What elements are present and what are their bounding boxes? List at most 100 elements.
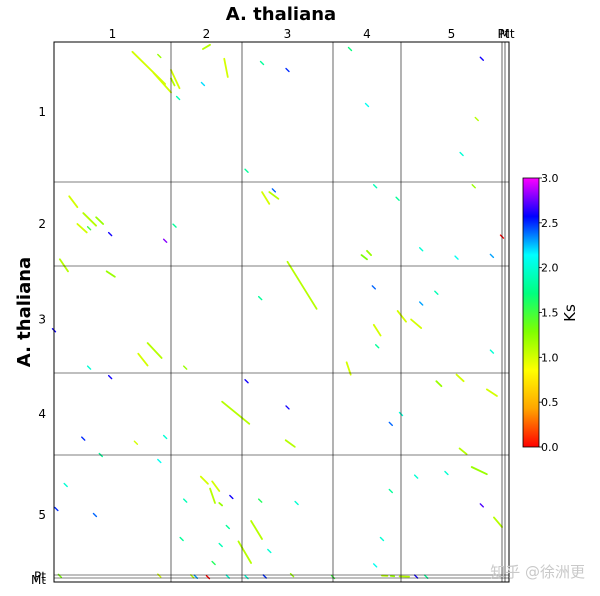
synteny-point <box>162 434 168 440</box>
synteny-point <box>471 183 476 189</box>
synteny-point <box>258 498 263 503</box>
colorbar-tick-label: 1.5 <box>541 307 559 320</box>
synteny-point <box>294 500 299 506</box>
synteny-point <box>190 574 195 579</box>
synteny-point <box>285 67 290 73</box>
synteny-segment <box>268 191 280 200</box>
synteny-point <box>258 295 263 301</box>
synteny-point <box>375 344 380 349</box>
synteny-point <box>459 151 464 157</box>
synteny-point <box>107 231 113 237</box>
synteny-point <box>413 474 419 479</box>
synteny-point <box>54 506 59 512</box>
synteny-point <box>92 512 98 518</box>
synteny-point <box>489 349 495 354</box>
synteny-point <box>157 53 162 59</box>
synteny-point <box>419 301 424 306</box>
synteny-segment <box>396 310 407 323</box>
synteny-point <box>157 573 162 578</box>
colorbar-label: Ks <box>561 304 579 322</box>
synteny-point <box>489 253 495 259</box>
synteny-segments <box>58 43 503 578</box>
synteny-segment <box>209 487 216 504</box>
synteny-point <box>347 46 353 52</box>
synteny-point <box>81 436 86 441</box>
x-tick-label: 1 <box>109 27 117 41</box>
synteny-point <box>262 574 267 579</box>
chromosome-grid <box>54 42 509 582</box>
x-tick-label: 5 <box>448 27 456 41</box>
synteny-point <box>244 168 249 174</box>
synteny-point <box>259 60 265 66</box>
synteny-segment <box>58 258 69 273</box>
synteny-point <box>285 405 290 410</box>
y-tick-label: 3 <box>38 313 46 327</box>
synteny-point <box>271 188 277 193</box>
synteny-segment <box>223 57 229 78</box>
x-tick-label: Pt <box>498 27 510 41</box>
synteny-segment <box>199 475 209 485</box>
synteny-point <box>225 524 231 530</box>
chart-title: A. thaliana <box>226 4 336 25</box>
x-tick-label: 4 <box>363 27 371 41</box>
synteny-point <box>200 81 206 87</box>
synteny-point <box>157 458 162 464</box>
colorbar-tick-label: 2.0 <box>541 262 559 275</box>
synteny-point <box>133 440 139 445</box>
synteny-segment <box>455 373 465 383</box>
synteny-point <box>267 548 272 554</box>
synteny-segment <box>284 439 296 448</box>
plot-frame <box>53 41 510 583</box>
synteny-segment <box>410 318 423 329</box>
synteny-segment <box>95 216 105 225</box>
synteny-point <box>388 488 393 494</box>
synteny-point <box>372 563 378 568</box>
synteny-segment <box>261 191 271 205</box>
synteny-segment <box>345 361 352 376</box>
synteny-segment <box>202 43 211 50</box>
synteny-point <box>413 574 419 579</box>
y-tick-label: 5 <box>38 508 46 522</box>
x-tick-label: 2 <box>203 27 211 41</box>
synteny-point <box>179 536 184 542</box>
x-tick-label: Mt <box>499 27 514 41</box>
synteny-point <box>444 470 449 476</box>
synteny-segment <box>458 447 468 456</box>
synteny-segment <box>68 195 79 209</box>
synteny-point <box>211 560 216 566</box>
y-tick-label: 4 <box>38 407 46 421</box>
x-tick-label: 3 <box>284 27 292 41</box>
synteny-segment <box>221 400 251 425</box>
synteny-segment <box>170 69 181 90</box>
synteny-point <box>86 365 92 370</box>
synteny-point <box>379 536 385 542</box>
synteny-segment <box>366 249 372 256</box>
synteny-point <box>419 246 424 252</box>
synteny-point <box>479 503 484 508</box>
y-tick-label: 2 <box>38 217 46 231</box>
synteny-segment <box>82 212 98 227</box>
synteny-point <box>107 374 113 380</box>
synteny-segment <box>493 516 503 528</box>
synteny-point <box>175 95 181 101</box>
synteny-point <box>172 223 177 228</box>
colorbar-tick-label: 3.0 <box>541 172 559 185</box>
y-tick-label: Mt <box>31 573 46 587</box>
colorbar-tick-label: 0.5 <box>541 396 559 409</box>
y-tick-label: 1 <box>38 105 46 119</box>
synteny-point <box>371 285 376 290</box>
synteny-point <box>479 56 484 61</box>
synteny-segment <box>360 254 368 261</box>
synteny-segment <box>470 466 488 476</box>
colorbar-ticks: 0.0 0.5 1.0 1.5 2.0 2.5 3.0 <box>539 172 559 454</box>
synteny-point <box>162 238 168 244</box>
y-tick-label: Pt <box>34 570 46 584</box>
synteny-point <box>225 574 231 579</box>
synteny-segment <box>218 502 224 507</box>
synteny-segment <box>435 380 443 388</box>
synteny-point <box>395 196 400 202</box>
synteny-point <box>63 482 68 488</box>
